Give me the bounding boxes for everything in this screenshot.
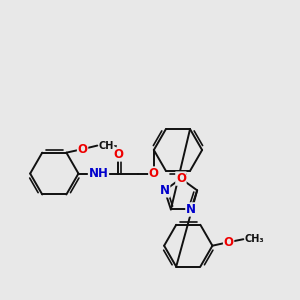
Text: O: O (113, 148, 124, 161)
Text: O: O (78, 142, 88, 156)
Text: O: O (149, 167, 159, 180)
Text: O: O (224, 236, 234, 249)
Text: O: O (176, 172, 186, 185)
Text: CH₃: CH₃ (244, 234, 264, 244)
Text: NH: NH (88, 167, 108, 180)
Text: N: N (186, 203, 196, 216)
Text: CH₃: CH₃ (98, 141, 118, 151)
Text: N: N (160, 184, 170, 197)
